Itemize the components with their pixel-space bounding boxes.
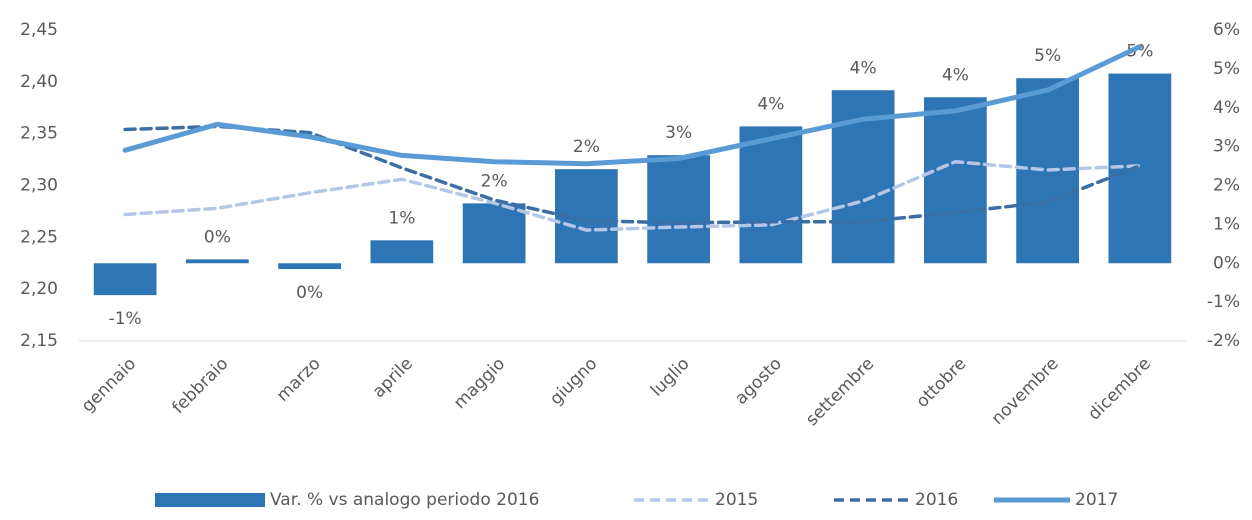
y2-tick-label: 6% (1213, 20, 1240, 40)
value-label: 5% (1034, 46, 1061, 66)
value-label: 4% (942, 65, 969, 85)
y2-tick-label: 2% (1213, 176, 1240, 196)
y-tick-label: 2,35 (20, 124, 58, 144)
x-tick-label: maggio (450, 354, 509, 413)
legend-label: Var. % vs analogo periodo 2016 (270, 490, 539, 510)
legend-swatch (155, 493, 265, 507)
legend-label: 2017 (1075, 490, 1118, 510)
x-tick-label: gennaio (78, 354, 140, 416)
bar (647, 155, 710, 264)
y2-tick-label: 5% (1213, 59, 1240, 79)
bar (186, 259, 249, 264)
value-label: 5% (1126, 42, 1153, 62)
x-tick-label: dicembre (1084, 354, 1155, 425)
bar (924, 97, 987, 264)
bar (93, 263, 157, 296)
value-label: 0% (296, 283, 323, 303)
x-tick-label: novembre (988, 354, 1063, 429)
legend-label: 2016 (915, 490, 958, 510)
line (123, 124, 1142, 225)
y-tick-label: 2,25 (20, 227, 58, 247)
value-label: 2% (481, 171, 508, 191)
value-label: 2% (573, 137, 600, 157)
value-label: 1% (388, 208, 415, 228)
bar (739, 126, 803, 264)
y-tick-label: 2,15 (20, 331, 58, 351)
line (122, 44, 1143, 167)
value-label: 3% (665, 123, 692, 143)
y-tick-label: 2,45 (20, 20, 58, 40)
value-label: -1% (109, 309, 142, 329)
x-tick-label: agosto (731, 354, 786, 409)
y2-tick-label: 4% (1213, 98, 1240, 118)
line (123, 159, 1142, 232)
value-label: 0% (204, 227, 231, 247)
y2-tick-label: -2% (1207, 331, 1240, 351)
y2-tick-label: 1% (1213, 214, 1240, 234)
x-tick-label: giugno (546, 354, 601, 409)
y2-tick-label: -1% (1207, 292, 1240, 312)
bar (370, 240, 434, 264)
x-tick-label: ottobre (912, 354, 970, 412)
bar (278, 263, 341, 270)
x-tick-label: marzo (273, 354, 325, 406)
y-tick-label: 2,20 (20, 279, 58, 299)
y2-tick-label: 0% (1213, 253, 1240, 273)
bar (462, 203, 526, 264)
y2-tick-label: 3% (1213, 137, 1240, 157)
x-tick-label: settembre (802, 354, 878, 430)
x-tick-label: aprile (369, 354, 417, 402)
y-tick-label: 2,40 (20, 72, 58, 92)
y-tick-label: 2,30 (20, 176, 58, 196)
value-label: 4% (850, 58, 877, 78)
x-tick-label: febbraio (168, 354, 232, 418)
legend-label: 2015 (715, 490, 758, 510)
value-label: 4% (757, 94, 784, 114)
x-tick-label: luglio (647, 354, 694, 401)
